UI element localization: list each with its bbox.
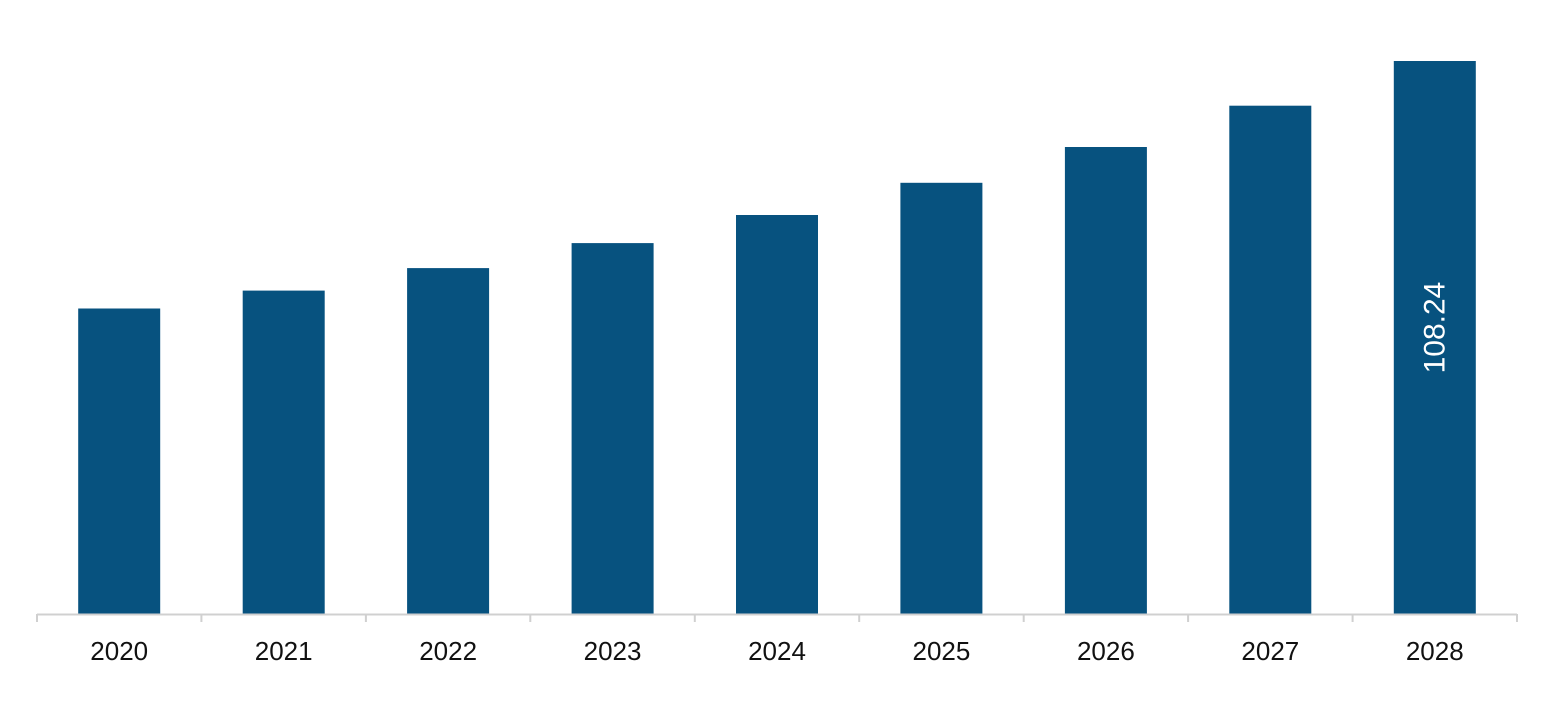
data-label-2028: 108.24 (1418, 282, 1451, 374)
bar-2023 (571, 243, 654, 614)
x-tick-label-2023: 2023 (584, 636, 642, 666)
bar-2026 (1064, 147, 1147, 614)
x-tick-label-2020: 2020 (90, 636, 148, 666)
bar-2021 (242, 290, 325, 614)
x-tick-label-2028: 2028 (1406, 636, 1464, 666)
x-tick-label-2025: 2025 (913, 636, 971, 666)
x-tick-label-2027: 2027 (1241, 636, 1299, 666)
bar-2025 (900, 182, 983, 615)
x-tick-label-2024: 2024 (748, 636, 806, 666)
x-tick-label-2021: 2021 (255, 636, 313, 666)
bar-2027 (1229, 105, 1312, 614)
bar-2022 (407, 268, 490, 614)
labels-layer: 108.24 2020 2021 2022 2023 2024 2025 2026 2027 20… (90, 282, 1463, 666)
bars-layer (78, 61, 1476, 615)
bar-2020 (78, 308, 161, 614)
x-tick-label-2026: 2026 (1077, 636, 1135, 666)
bar-2024 (736, 215, 818, 614)
x-axis (36, 613, 1518, 622)
x-tick-label-2022: 2022 (419, 636, 477, 666)
bar-2028 (1393, 61, 1476, 614)
